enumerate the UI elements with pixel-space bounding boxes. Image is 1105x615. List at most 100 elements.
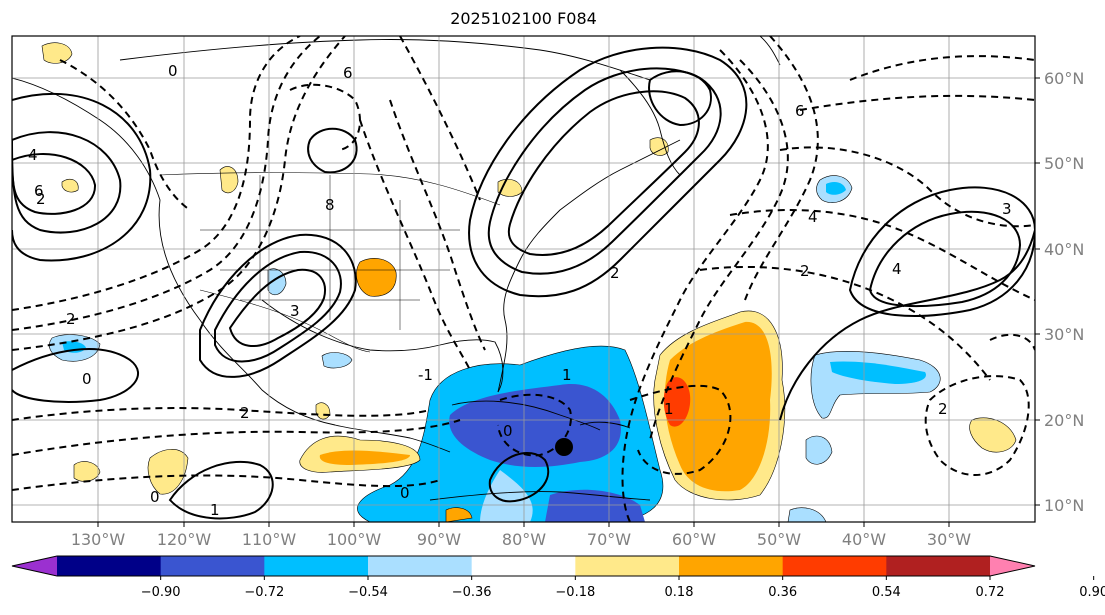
contour-trough-sw-3: [228, 268, 326, 348]
contour-label: 2: [800, 262, 810, 280]
positive-contours: [12, 46, 1035, 520]
contour-label: 6: [343, 64, 353, 82]
contour-label: 6: [795, 102, 805, 120]
graticule: [12, 36, 1035, 522]
contour-label: 2: [36, 190, 46, 208]
contour-labels: 0 2 4 6 8 1 3 -1 2 0 6 4 2 3 2 1 0 2 1 0…: [28, 62, 1012, 519]
state-lines-2: [200, 229, 460, 301]
contour-label: 1: [664, 400, 674, 418]
dashed-contour-5: [12, 419, 461, 456]
negative-anomaly-south-atlantic: [787, 507, 827, 522]
colorbar-tick-label: 0.18: [665, 585, 694, 600]
negative-anomaly-north-atlantic-core: [826, 182, 846, 195]
contour-atlantic-high-2: [868, 210, 1022, 308]
longitude-labels: 130°W 120°W 110°W 100°W 90°W 80°W 70°W 6…: [71, 530, 971, 549]
contour-label: 2: [938, 400, 948, 418]
colorbar-segment: [782, 556, 887, 576]
colorbar-tick-label: 0.72: [976, 585, 1005, 600]
positive-anomaly-atlantic-inner: [664, 321, 772, 492]
positive-anomaly-panama: [445, 507, 473, 522]
contour-label: -1: [418, 366, 433, 384]
contour-label: 0: [82, 370, 92, 388]
contour-ridge-east-2: [487, 67, 722, 275]
lon-label: 70°W: [587, 530, 631, 549]
dashed-contour-9: [399, 36, 481, 201]
contour-label: 0: [503, 422, 513, 440]
dashed-contour-14: [729, 209, 1035, 301]
positive-anomaly-pacific-2: [73, 461, 101, 482]
dashed-contour-10: [621, 49, 769, 522]
dashed-contour-8: [389, 99, 486, 351]
dashed-contour-11: [649, 59, 789, 441]
storm-location-marker: [555, 438, 573, 456]
dashed-contour-22: [59, 59, 191, 211]
longitude-lines: [97, 36, 950, 522]
lon-label: 130°W: [71, 530, 126, 549]
colorbar-segment: [886, 556, 991, 576]
colorbar-tick-label: 0.90: [1079, 585, 1105, 600]
north-america-west-coast: [12, 77, 451, 453]
colorbar-extend-min: [12, 556, 57, 576]
hispaniola: [579, 421, 631, 429]
map-title: 2025102100 F084: [450, 9, 597, 28]
positive-anomaly-central-america-core: [319, 450, 410, 465]
south-america-north-coast: [429, 491, 651, 501]
colorbar-extend-max: [990, 556, 1035, 576]
contour-west-high-2: [12, 153, 97, 215]
dashed-contour-1: [12, 36, 301, 311]
contour-west-high: [12, 131, 122, 234]
colorbar-tick-label: −0.54: [348, 585, 388, 600]
contour-ridge-east-3: [507, 90, 700, 256]
dashed-contour-3: [12, 36, 346, 351]
contour-trough-sw-2: [214, 250, 342, 363]
dashed-contour-7: [359, 119, 471, 371]
shading-layer: [41, 42, 1017, 522]
latitude-lines: [12, 77, 1035, 506]
coastlines: [12, 36, 781, 501]
colorbar: −0.90 −0.72 −0.54 −0.36 −0.18 0.18 0.36 0.54 0.7…: [11, 555, 1105, 600]
lon-label: 40°W: [842, 530, 886, 549]
contour-label: 1: [210, 501, 220, 519]
lat-label: 60°N: [1044, 69, 1084, 88]
contour-canada-low: [307, 127, 358, 174]
lon-label: 90°W: [417, 530, 461, 549]
negative-anomaly-tropical-atlantic: [805, 435, 833, 465]
us-mexico-border: [199, 289, 371, 353]
contour-label: 3: [1002, 200, 1012, 218]
dashed-contour-18: [849, 55, 1035, 81]
contour-label: 8: [325, 196, 335, 214]
negative-contours: [12, 36, 1035, 522]
dashed-contour-16: [924, 375, 1030, 476]
contour-ridge-east: [468, 46, 748, 298]
contour-label: 6: [34, 182, 44, 200]
negative-anomaly-light-edge: [480, 470, 533, 522]
colorbar-segment: [264, 556, 369, 576]
lat-label: 40°N: [1044, 240, 1084, 259]
contour-label: 2: [610, 264, 620, 282]
positive-anomaly-alaska-2: [61, 178, 79, 193]
contour-mid-west: [12, 348, 140, 403]
lat-label: 30°N: [1044, 325, 1084, 344]
lat-label: 50°N: [1044, 154, 1084, 173]
lon-label: 30°W: [927, 530, 971, 549]
colorbar-tick-label: −0.18: [555, 585, 595, 600]
contour-label: 4: [892, 260, 902, 278]
lon-label: 110°W: [242, 530, 297, 549]
contour-atlantic-high-3: [779, 229, 1035, 421]
contour-label: 0: [400, 484, 410, 502]
contour-label: 2: [66, 310, 76, 328]
negative-anomaly-east-atlantic-core: [830, 361, 926, 384]
dashed-contour-23: [289, 83, 361, 151]
lon-label: 80°W: [502, 530, 546, 549]
cuba: [451, 400, 601, 431]
colorbar-segment: [575, 556, 680, 576]
colorbar-segment: [160, 556, 265, 576]
contour-label: 4: [808, 208, 818, 226]
contour-trough-sw: [199, 233, 357, 378]
negative-anomaly-gulf: [321, 352, 353, 369]
dashed-contour-2: [12, 36, 321, 331]
colorbar-segment: [368, 556, 473, 576]
contour-pacific-low: [168, 460, 274, 520]
colorbar-tick-label: −0.72: [244, 585, 284, 600]
